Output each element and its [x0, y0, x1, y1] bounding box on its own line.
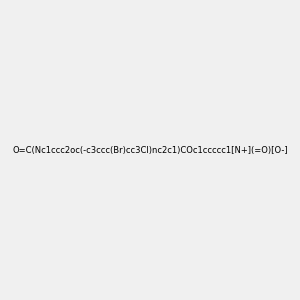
Text: O=C(Nc1ccc2oc(-c3ccc(Br)cc3Cl)nc2c1)COc1ccccc1[N+](=O)[O-]: O=C(Nc1ccc2oc(-c3ccc(Br)cc3Cl)nc2c1)COc1… — [12, 146, 288, 154]
